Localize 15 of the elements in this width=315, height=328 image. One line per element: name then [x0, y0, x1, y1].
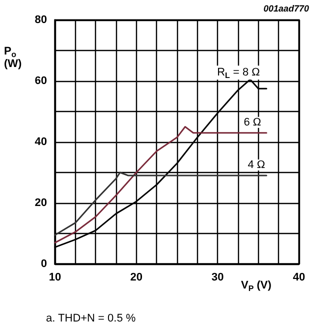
y-tick-label: 80 [34, 14, 47, 26]
y-tick-label: 40 [34, 136, 47, 148]
series-label: 6 Ω [244, 116, 262, 128]
text: 001aad770 [263, 4, 310, 14]
line-series [54, 172, 268, 236]
x-tick-label: 10 [48, 272, 62, 284]
line-series [54, 126, 268, 244]
text: a. THD+N = 0.5 % [46, 312, 136, 324]
y-tick-label: 0 [40, 258, 47, 270]
x-tick-label: 20 [130, 272, 142, 284]
y-tick-label: 20 [34, 197, 47, 209]
x-tick-label: 40 [292, 272, 306, 284]
series-label: 4 Ω [248, 159, 266, 172]
y-tick-label: 60 [34, 75, 47, 87]
x-tick-label: 30 [212, 272, 224, 284]
